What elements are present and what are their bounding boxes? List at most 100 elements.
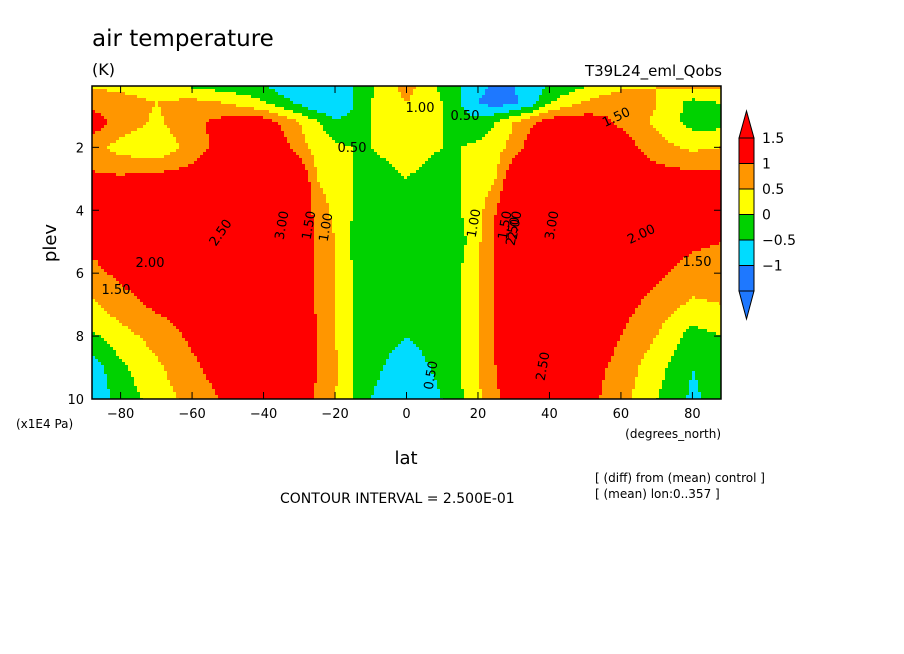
field-cell [476,155,479,158]
field-cell [149,140,152,143]
field-cell [440,92,443,95]
field-cell [128,125,131,128]
field-cell [197,146,200,149]
field-cell [689,122,692,125]
field-cell [521,134,524,137]
field-cell [470,155,473,158]
field-cell [404,143,407,146]
field-cell [578,116,581,119]
field-cell [323,137,326,140]
field-cell [413,89,416,92]
field-cell [533,98,536,101]
field-cell [281,143,284,146]
field-cell [422,134,425,137]
field-cell [182,143,185,146]
field-cell [245,155,248,158]
field-cell [383,152,386,155]
field-cell [305,155,308,158]
field-cell [509,116,512,119]
field-cell [683,89,686,92]
field-cell [212,107,215,110]
field-cell [392,119,395,122]
field-cell [629,95,632,98]
field-cell [704,125,707,128]
field-cell [260,104,263,107]
field-cell [548,137,551,140]
field-cell [569,98,572,101]
field-cell [509,155,512,158]
field-cell [167,98,170,101]
field-cell [200,134,203,137]
field-cell [389,101,392,104]
field-cell [503,131,506,134]
field-cell [95,119,98,122]
field-cell [347,98,350,101]
field-cell [404,125,407,128]
field-cell [380,101,383,104]
field-cell [167,137,170,140]
field-cell [380,155,383,158]
field-cell [362,125,365,128]
field-cell [413,125,416,128]
field-cell [677,110,680,113]
field-cell [668,134,671,137]
field-cell [680,128,683,131]
field-cell [701,125,704,128]
field-cell [641,95,644,98]
field-cell [680,137,683,140]
field-cell [632,140,635,143]
field-cell [440,116,443,119]
field-cell [656,128,659,131]
field-cell [119,143,122,146]
field-cell [128,119,131,122]
field-cell [500,134,503,137]
field-cell [482,152,485,155]
field-cell [227,110,230,113]
field-cell [191,119,194,122]
field-cell [119,152,122,155]
field-cell [695,113,698,116]
field-cell [692,146,695,149]
field-cell [317,149,320,152]
field-cell [431,146,434,149]
field-cell [137,92,140,95]
field-cell [353,104,356,107]
field-cell [233,143,236,146]
field-cell [536,101,539,104]
field-cell [665,116,668,119]
field-cell [557,131,560,134]
field-cell [653,152,656,155]
field-cell [707,119,710,122]
field-cell [305,92,308,95]
field-cell [158,134,161,137]
field-cell [149,149,152,152]
field-cell [440,155,443,158]
field-cell [233,155,236,158]
field-cell [572,110,575,113]
field-cell [404,122,407,125]
field-cell [98,89,101,92]
field-cell [497,131,500,134]
field-cell [347,101,350,104]
field-cell [437,140,440,143]
field-cell [278,110,281,113]
field-cell [224,149,227,152]
field-cell [695,140,698,143]
field-cell [326,92,329,95]
field-cell [539,107,542,110]
field-cell [530,146,533,149]
field-cell [581,131,584,134]
field-cell [422,149,425,152]
field-cell [662,104,665,107]
field-cell [479,113,482,116]
field-cell [641,119,644,122]
field-cell [389,92,392,95]
field-cell [710,146,713,149]
field-cell [491,128,494,131]
field-cell [539,89,542,92]
field-cell [251,98,254,101]
field-cell [98,143,101,146]
field-cell [503,152,506,155]
field-cell [428,137,431,140]
field-cell [167,152,170,155]
